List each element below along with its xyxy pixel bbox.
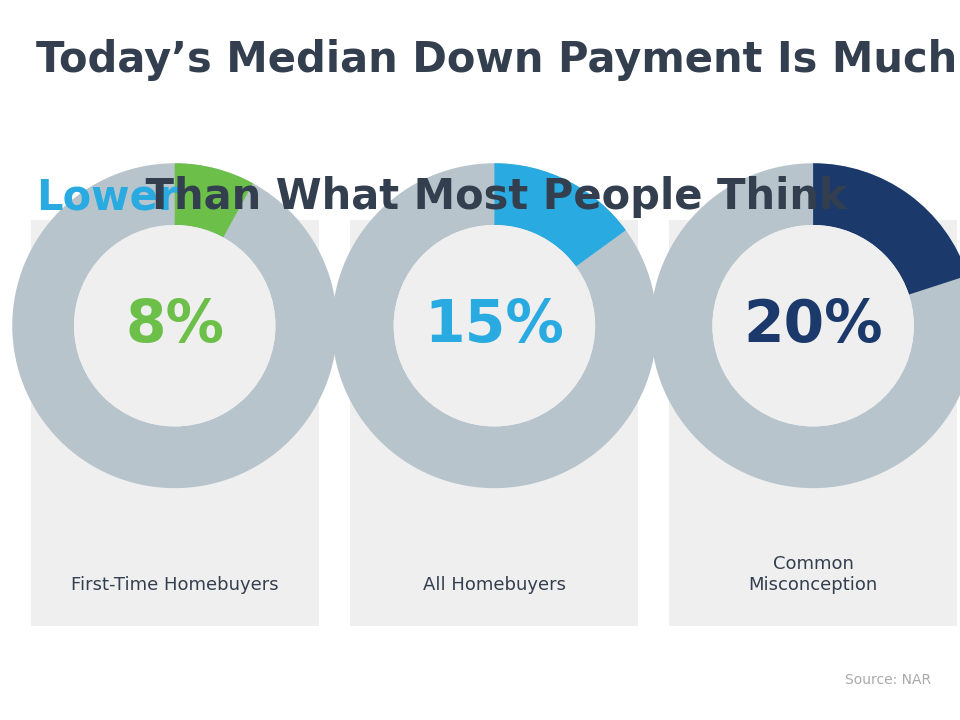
Wedge shape — [175, 163, 253, 238]
Text: First-Time Homebuyers: First-Time Homebuyers — [71, 576, 278, 594]
Wedge shape — [12, 163, 337, 488]
Text: Lower: Lower — [36, 176, 179, 218]
Text: Today’s Median Down Payment Is Much: Today’s Median Down Payment Is Much — [36, 40, 958, 81]
Text: 8%: 8% — [125, 297, 225, 354]
Wedge shape — [651, 163, 960, 488]
Wedge shape — [494, 163, 626, 266]
Circle shape — [394, 225, 595, 426]
Text: 20%: 20% — [743, 297, 883, 354]
Text: 15%: 15% — [424, 297, 564, 354]
Wedge shape — [813, 163, 960, 294]
Circle shape — [74, 225, 276, 426]
Text: Than What Most People Think: Than What Most People Think — [131, 176, 846, 218]
Text: All Homebuyers: All Homebuyers — [423, 576, 565, 594]
Text: Source: NAR: Source: NAR — [845, 673, 931, 688]
Text: Common
Misconception: Common Misconception — [749, 555, 877, 594]
Circle shape — [712, 225, 914, 426]
Wedge shape — [332, 163, 657, 488]
